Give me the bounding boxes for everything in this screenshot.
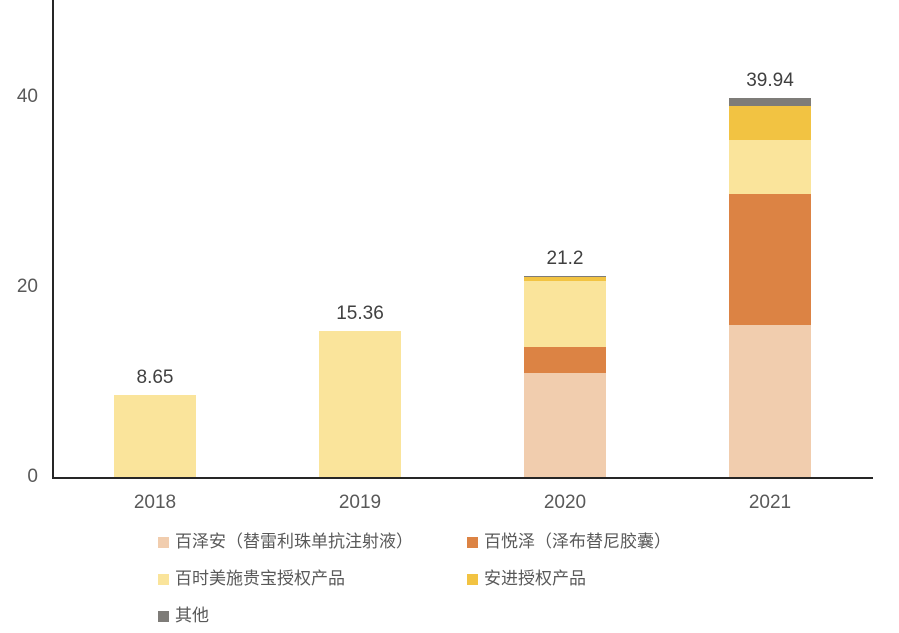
bar-total-label-2018: 8.65 bbox=[136, 366, 174, 388]
legend-swatch-icon bbox=[467, 573, 478, 585]
y-axis-line bbox=[52, 0, 54, 479]
legend-swatch-icon bbox=[467, 536, 478, 548]
legend-item-label: 百悦泽（泽布替尼胶囊） bbox=[484, 532, 671, 551]
legend-item-3: 百时美施贵宝授权产品 bbox=[158, 568, 467, 590]
legend: 百泽安（替雷利珠单抗注射液） 百悦泽（泽布替尼胶囊） 百时美施贵宝授权产品 安进授权产… bbox=[158, 531, 671, 627]
bar-total-label-2019: 15.36 bbox=[336, 303, 384, 325]
legend-item-label: 其他 bbox=[175, 606, 209, 625]
legend-swatch-icon bbox=[158, 610, 169, 622]
bar-segment-2021 bbox=[729, 105, 811, 140]
y-tick-label-40: 40 bbox=[16, 86, 38, 107]
bar-segment-2021 bbox=[729, 325, 811, 477]
bar-segment-2021 bbox=[729, 139, 811, 194]
x-tick-label-2019: 2019 bbox=[338, 492, 382, 513]
bar-segment-2020 bbox=[524, 275, 606, 277]
legend-item-1: 百泽安（替雷利珠单抗注射液） bbox=[158, 531, 467, 553]
legend-item-5: 其他 bbox=[158, 605, 467, 627]
bar-segment-2020 bbox=[524, 346, 606, 374]
x-tick-label-2020: 2020 bbox=[543, 492, 587, 513]
bar-stack-2020 bbox=[524, 275, 606, 477]
bar-segment-2020 bbox=[524, 373, 606, 477]
x-tick-label-2021: 2021 bbox=[748, 492, 792, 513]
bar-segment-2020 bbox=[524, 276, 606, 282]
y-tick-label-20: 20 bbox=[16, 276, 38, 297]
legend-swatch-icon bbox=[158, 573, 169, 585]
legend-item-4: 安进授权产品 bbox=[467, 568, 671, 590]
bar-stack-2021 bbox=[729, 97, 811, 477]
legend-item-label: 百时美施贵宝授权产品 bbox=[175, 569, 345, 588]
x-tick-label-2018: 2018 bbox=[133, 492, 177, 513]
bar-total-label-2021: 39.94 bbox=[746, 69, 794, 91]
y-tick-label-0: 0 bbox=[27, 466, 38, 487]
bar-total-label-2020: 21.2 bbox=[546, 247, 584, 269]
bar-segment-2021 bbox=[729, 193, 811, 325]
legend-item-label: 安进授权产品 bbox=[484, 569, 586, 588]
bar-segment-2018 bbox=[114, 394, 196, 477]
bar-stack-2019 bbox=[319, 331, 401, 477]
legend-swatch-icon bbox=[158, 536, 169, 548]
bar-segment-2020 bbox=[524, 281, 606, 347]
legend-item-label: 百泽安（替雷利珠单抗注射液） bbox=[175, 532, 413, 551]
x-axis-line bbox=[52, 477, 873, 479]
legend-item-2: 百悦泽（泽布替尼胶囊） bbox=[467, 531, 671, 553]
bar-segment-2019 bbox=[319, 331, 401, 477]
bar-segment-2021 bbox=[729, 97, 811, 106]
bar-stack-2018 bbox=[114, 394, 196, 477]
